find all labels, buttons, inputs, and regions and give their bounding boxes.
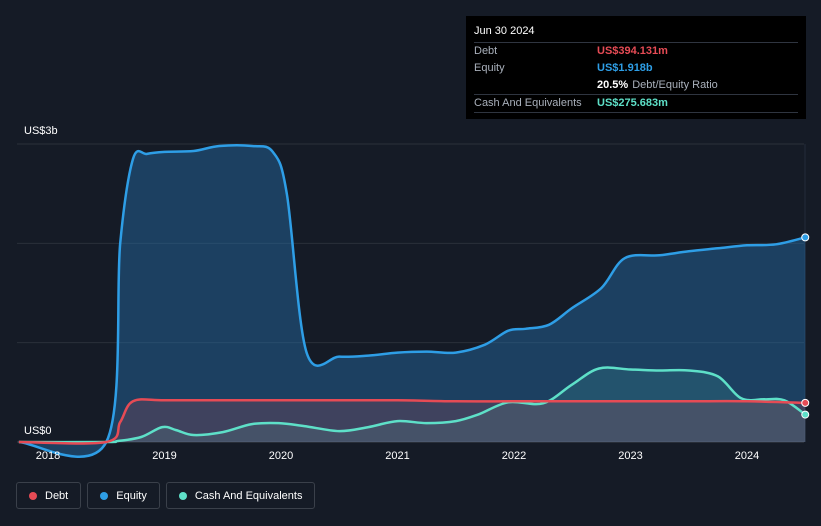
- edge-band: [804, 144, 806, 442]
- tooltip-debt-label: Debt: [474, 45, 498, 57]
- tooltip-equity-label: Equity: [474, 62, 505, 74]
- x-tick-label: 2021: [385, 450, 410, 462]
- x-tick-label: 2024: [734, 450, 760, 462]
- series-endpoints: [801, 233, 810, 419]
- tooltip-equity-value: US$1.918b: [597, 62, 653, 74]
- legend-equity-button[interactable]: Equity: [87, 482, 160, 509]
- legend-debt-button[interactable]: Debt: [16, 482, 82, 509]
- gridlines: [17, 143, 806, 443]
- x-tick-label: 2018: [35, 450, 61, 462]
- equity-area: [18, 145, 806, 457]
- y-axis-zero-label: US$0: [24, 425, 52, 437]
- legend-equity-label: Equity: [116, 489, 147, 502]
- cash-and-equivalents-endpoint: [801, 410, 810, 419]
- x-tick-label: 2023: [618, 450, 643, 462]
- cash-and-equivalents-area: [18, 367, 806, 443]
- debt-line: [18, 398, 806, 445]
- tooltip-debt-value: US$394.131m: [597, 45, 668, 57]
- tooltip-debt-row: Debt US$394.131m: [474, 42, 798, 60]
- legend-debt-label: Debt: [45, 489, 69, 502]
- y-axis-top-label: US$3b: [24, 125, 58, 137]
- tooltip-ratio-row: 20.5% Debt/Equity Ratio: [474, 77, 798, 94]
- legend-cash-label: Cash And Equivalents: [194, 489, 303, 502]
- tooltip-cash-value: US$275.683m: [597, 97, 668, 109]
- tooltip-cash-row: Cash And Equivalents US$275.683m: [474, 94, 798, 113]
- debt-dot-icon: [29, 491, 37, 500]
- tooltip-ratio-label: Debt/Equity Ratio: [632, 79, 718, 91]
- cash-dot-icon: [178, 491, 187, 500]
- equity-dot-icon: [100, 491, 109, 500]
- tooltip-ratio-value: 20.5%: [597, 79, 629, 91]
- legend-cash-button[interactable]: Cash And Equivalents: [165, 482, 316, 509]
- legend: Debt Equity Cash And Equivalents: [16, 482, 316, 509]
- x-tick-label: 2020: [268, 450, 294, 462]
- x-tick-label: 2022: [501, 450, 527, 462]
- series-lines: [18, 144, 807, 458]
- cash-and-equivalents-line: [18, 366, 807, 444]
- tooltip-panel: Jun 30 2024 Debt US$394.131m Equity US$1…: [466, 16, 806, 119]
- series-areas: [18, 145, 806, 457]
- x-tick-label: 2019: [152, 450, 177, 462]
- tooltip-equity-row: Equity US$1.918b: [474, 60, 798, 77]
- debt-endpoint: [801, 398, 810, 407]
- equity-endpoint: [801, 233, 810, 242]
- tooltip-date: Jun 30 2024: [474, 25, 535, 37]
- equity-line: [18, 144, 806, 458]
- tooltip-cash-label: Cash And Equivalents: [474, 97, 582, 109]
